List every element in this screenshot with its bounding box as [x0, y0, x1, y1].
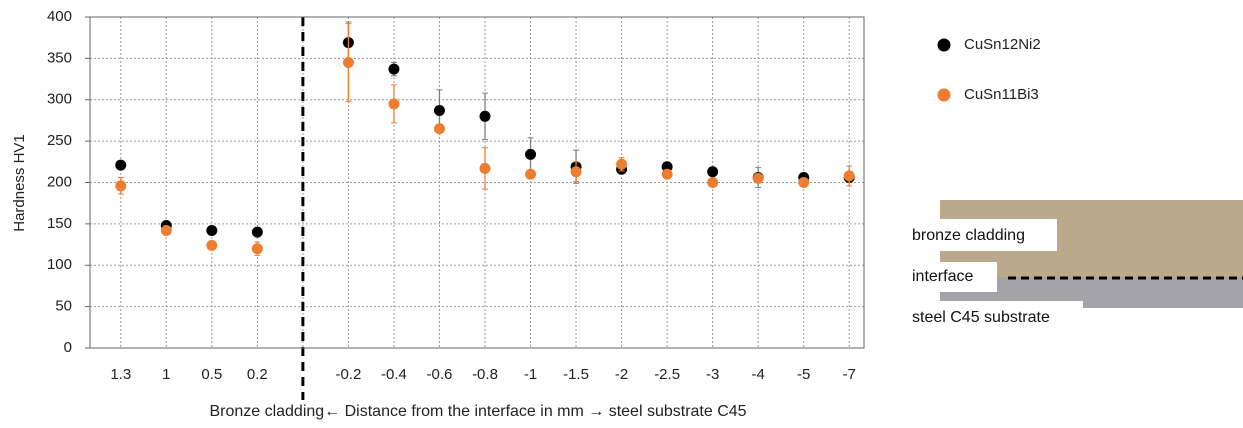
data-point: [707, 177, 719, 188]
data-point: [160, 224, 172, 236]
plot-frame: [89, 16, 865, 349]
y-tick-label: 50: [55, 298, 72, 315]
data-point: [479, 162, 491, 174]
data-point: [525, 148, 537, 160]
legend-marker: [937, 88, 951, 102]
data-point: [342, 57, 354, 69]
label-box: [903, 219, 1057, 251]
x-tick-label: -1.5: [563, 366, 589, 383]
y-tick-label: 250: [47, 132, 72, 149]
y-tick-label: 100: [47, 256, 72, 273]
x-tick-label: -3: [706, 366, 719, 383]
x-tick-label: -7: [843, 366, 856, 383]
data-point: [388, 98, 400, 110]
data-point: [525, 168, 537, 180]
data-point: [388, 63, 400, 75]
x-tick-label: -2.5: [654, 366, 680, 383]
x-tick-label: 1: [162, 366, 170, 383]
y-tick-label: 400: [47, 8, 72, 25]
data-point: [251, 226, 263, 238]
legend-marker: [937, 38, 951, 52]
label-box: [903, 262, 997, 292]
y-axis-title: Hardness HV1: [11, 134, 28, 232]
legend-label: CuSn12Ni2: [964, 36, 1041, 53]
data-point: [843, 170, 855, 182]
x-tick-label: 1.3: [110, 366, 131, 383]
x-tick-label: 0.5: [201, 366, 222, 383]
data-point: [115, 159, 127, 171]
data-point: [251, 243, 263, 255]
x-tick-label: -0.2: [335, 366, 361, 383]
data-point: [661, 168, 673, 180]
y-tick-label: 0: [64, 339, 72, 356]
data-point: [707, 166, 719, 178]
x-tick-label: -0.8: [472, 366, 498, 383]
x-tick-label: -0.4: [381, 366, 407, 383]
y-tick-label: 350: [47, 49, 72, 66]
data-point: [798, 177, 810, 188]
x-axis-title: Bronze cladding← Distance from the inter…: [209, 403, 746, 420]
x-tick-label: -0.6: [427, 366, 453, 383]
x-tick-label: -2: [615, 366, 628, 383]
label-box: [903, 301, 1083, 333]
data-point: [570, 166, 582, 178]
data-point: [115, 180, 127, 192]
annotation: steel C45 substrate: [912, 309, 1050, 326]
x-tick-label: -5: [797, 366, 810, 383]
annotation: interface: [912, 268, 973, 285]
legend-label: CuSn11Bi3: [964, 86, 1039, 103]
x-tick-label: -1: [524, 366, 537, 383]
data-point: [433, 105, 445, 117]
data-point: [206, 239, 218, 251]
data-point: [433, 123, 445, 135]
data-point: [206, 224, 218, 236]
x-tick-label: -4: [752, 366, 765, 383]
data-point: [752, 172, 764, 184]
data-point: [479, 110, 491, 122]
y-tick-label: 200: [47, 173, 72, 190]
data-point: [616, 158, 628, 170]
annotation: bronze cladding: [912, 227, 1025, 244]
x-tick-label: 0.2: [247, 366, 268, 383]
y-tick-label: 150: [47, 215, 72, 232]
y-tick-label: 300: [47, 91, 72, 108]
